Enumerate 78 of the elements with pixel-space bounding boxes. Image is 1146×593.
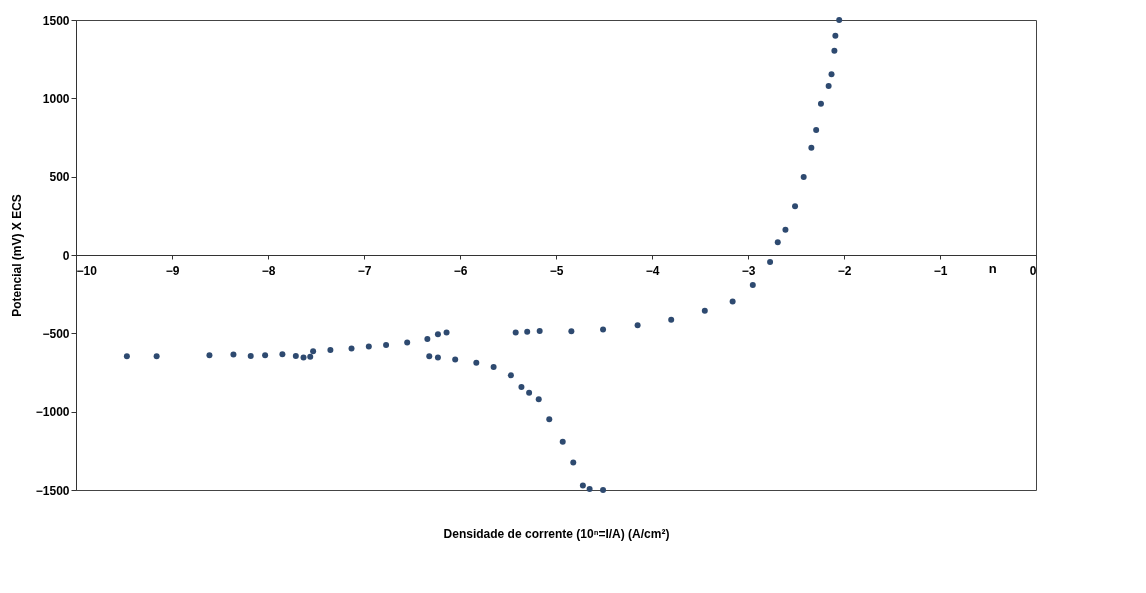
point: [512, 329, 519, 336]
point: [767, 259, 774, 266]
point: [424, 335, 431, 342]
point: [535, 396, 542, 403]
annotation: n: [988, 261, 997, 276]
x-tick-label: −10: [76, 263, 98, 278]
point: [536, 327, 543, 334]
point: [701, 307, 708, 314]
y-tick-label: 1000: [42, 91, 70, 106]
point: [570, 459, 577, 466]
point: [443, 329, 450, 336]
y-tick-label: −1000: [35, 405, 70, 420]
x-axis-title: Densidade de corrente (10ⁿ=I/A) (A/cm²): [443, 526, 670, 541]
point: [434, 354, 441, 361]
point: [586, 486, 593, 493]
point: [365, 343, 372, 350]
x-tick-label: −9: [165, 263, 180, 278]
point: [546, 416, 553, 423]
point: [300, 354, 307, 361]
point: [813, 126, 820, 133]
y-tick-label: 1500: [42, 13, 70, 28]
point: [279, 351, 286, 358]
point: [568, 328, 575, 335]
point: [404, 339, 411, 346]
point: [808, 144, 815, 151]
x-tick-label: −6: [453, 263, 468, 278]
point: [817, 100, 824, 107]
point: [490, 364, 497, 371]
point: [452, 356, 459, 363]
point: [600, 326, 607, 333]
x-tick-label: −7: [357, 263, 372, 278]
point: [153, 353, 160, 360]
x-tick-label: −8: [261, 263, 276, 278]
y-tick-label: −1500: [35, 483, 70, 498]
point: [526, 389, 533, 396]
point: [507, 372, 514, 379]
point: [230, 351, 237, 358]
y-tick-label: 0: [62, 248, 70, 263]
point: [832, 32, 839, 39]
point: [800, 173, 807, 180]
point: [579, 482, 586, 489]
x-tick-label: −3: [741, 263, 756, 278]
point: [668, 316, 675, 323]
point: [749, 282, 756, 289]
point: [634, 322, 641, 329]
point: [473, 359, 480, 366]
point: [825, 82, 832, 89]
point: [831, 47, 838, 54]
point: [123, 353, 130, 360]
point: [434, 331, 441, 338]
point: [307, 353, 314, 360]
x-tick-label: −5: [549, 263, 564, 278]
point: [206, 352, 213, 359]
point: [348, 345, 355, 352]
y-tick-label: 500: [49, 170, 70, 185]
point: [518, 384, 525, 391]
point: [600, 487, 607, 493]
point: [247, 352, 254, 359]
x-tick-label: −2: [837, 263, 852, 278]
x-tick-label: −1: [933, 263, 948, 278]
point: [792, 203, 799, 210]
y-axis-title: Potencial (mV) X ECS: [9, 194, 24, 317]
point: [292, 352, 299, 359]
x-tick-label: −4: [645, 263, 660, 278]
point: [559, 438, 566, 445]
point: [836, 17, 843, 23]
point: [729, 298, 736, 305]
point: [327, 347, 334, 354]
point: [774, 239, 781, 246]
point: [383, 342, 390, 349]
point: [426, 353, 433, 360]
point: [524, 328, 531, 335]
y-tick-label: −500: [42, 326, 70, 341]
point: [828, 71, 835, 78]
point: [310, 348, 317, 355]
point: [782, 226, 789, 233]
point: [262, 352, 269, 359]
x-tick-label: 0: [1029, 263, 1037, 278]
